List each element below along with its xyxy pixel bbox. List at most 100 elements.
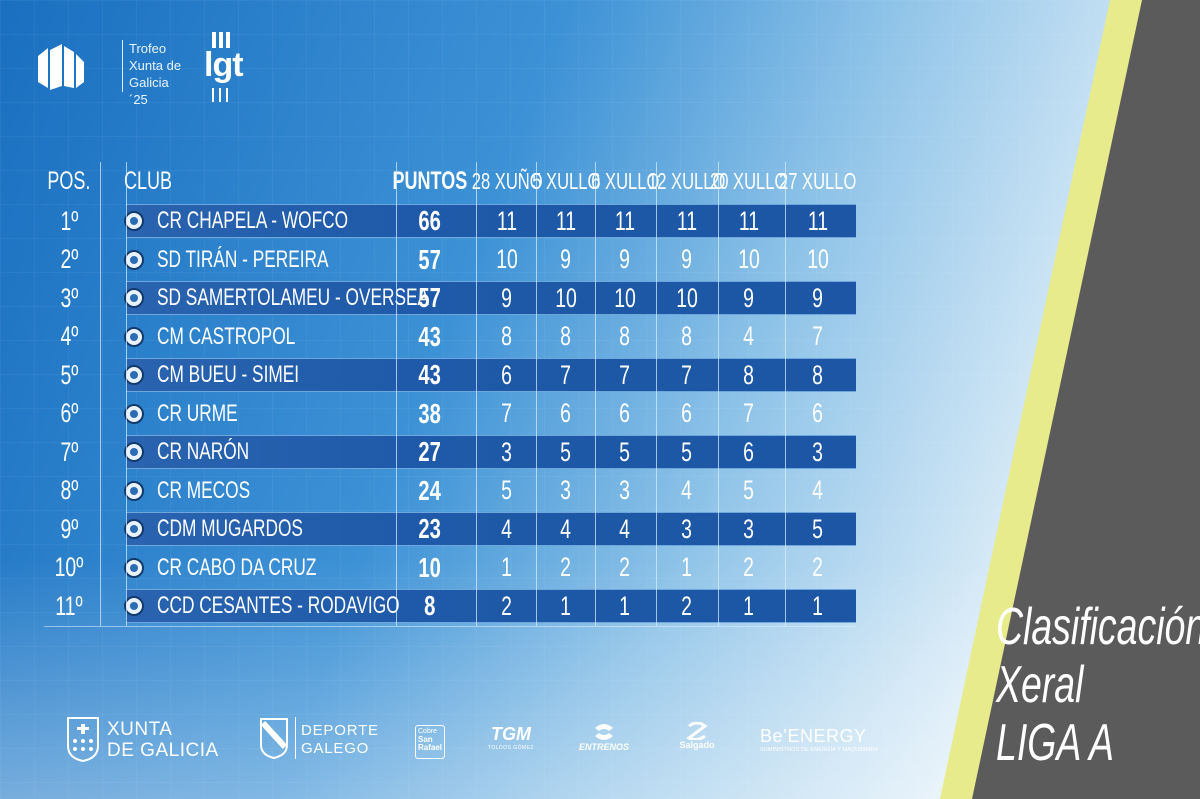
row-club: CR URME: [157, 399, 238, 427]
row-points: 27: [418, 436, 442, 467]
cabo-da-cruz-crest-icon: [124, 557, 144, 578]
row-result: 10: [676, 282, 698, 313]
row-result: 7: [619, 359, 631, 390]
trofeo-oars-icon: [38, 44, 84, 90]
beenergy-logo: Be’ENERGY SUMINISTROS DE ENERGÍA Y MAQUI…: [760, 726, 879, 753]
row-result: 4: [681, 475, 693, 505]
row-points: 23: [418, 513, 442, 544]
row-result: 4: [501, 513, 513, 544]
column-divider: [785, 162, 786, 626]
row-band: [126, 204, 856, 238]
col-header-points: PUNTOS: [392, 166, 468, 195]
row-points: 43: [418, 359, 442, 390]
mecos-crest-icon: [124, 480, 144, 501]
row-position: 6º: [60, 398, 78, 428]
title-line: Clasificación: [996, 598, 1200, 656]
row-result: 5: [560, 436, 572, 467]
row-result: 4: [743, 321, 755, 351]
col-header-regatta: 6 XULLO: [590, 167, 660, 194]
tiran-crest-icon: [124, 249, 144, 270]
row-result: 7: [812, 321, 824, 351]
table-row: 6º CR URME 38 7 6 6 6 7 6: [44, 397, 856, 431]
row-position: 5º: [60, 359, 78, 390]
row-points: 43: [418, 320, 442, 352]
row-result: 7: [681, 359, 693, 390]
col-header-regatta: 5 XULLO: [531, 167, 601, 194]
gray-panel: [972, 0, 1200, 799]
row-result: 6: [681, 398, 693, 428]
table-row: 4º CM CASTROPOL 43 8 8 8 8 4 7: [44, 320, 856, 354]
row-result: 10: [738, 244, 760, 274]
row-position: 1º: [60, 205, 78, 236]
row-result: 6: [812, 398, 824, 428]
row-position: 10º: [54, 552, 84, 582]
cesantes-crest-icon: [124, 596, 144, 616]
column-divider: [126, 162, 127, 626]
row-result: 4: [619, 513, 631, 544]
chapela-crest-icon: [124, 211, 144, 231]
row-result: 5: [812, 513, 824, 544]
trofeo-line: Trofeo: [129, 41, 167, 56]
row-result: 3: [812, 436, 824, 467]
deporte-line: GALEGO: [301, 740, 370, 757]
row-position: 11º: [55, 590, 83, 621]
row-points: 38: [418, 397, 442, 429]
row-position: 8º: [60, 475, 78, 505]
beenergy-name: Be’ENERGY: [760, 726, 867, 746]
row-result: 9: [501, 282, 513, 313]
row-result: 9: [619, 244, 631, 274]
row-result: 9: [560, 244, 572, 274]
castropol-crest-icon: [124, 326, 144, 347]
row-result: 11: [496, 205, 518, 236]
row-result: 8: [743, 359, 755, 390]
row-result: 6: [501, 359, 513, 390]
row-result: 1: [619, 590, 631, 621]
sanrafael-logo: Cobre San Rafael: [415, 725, 445, 759]
row-result: 9: [743, 282, 755, 313]
column-divider: [536, 162, 537, 626]
row-result: 6: [743, 436, 755, 467]
row-result: 1: [812, 590, 824, 621]
standings-title: Clasificación Xeral LIGA A: [996, 598, 1200, 772]
row-position: 2º: [60, 244, 78, 274]
trofeo-line: Galicia ´25: [129, 75, 169, 107]
row-club: SD TIRÁN - PEREIRA: [157, 245, 329, 273]
row-position: 3º: [60, 282, 78, 313]
igt-oars-icon: [212, 32, 230, 102]
col-header-regatta: 20 XULLO: [710, 167, 788, 194]
row-result: 6: [560, 398, 572, 428]
col-header-regatta: 12 XULLO: [648, 167, 726, 194]
igt-logo: lgt: [196, 30, 244, 104]
row-position: 9º: [60, 513, 78, 544]
row-points: 66: [418, 205, 442, 236]
row-result: 8: [560, 321, 572, 351]
row-club: CDM MUGARDOS: [157, 515, 303, 542]
sanrafael-line: Rafael: [418, 743, 443, 752]
beenergy-sub: SUMINISTROS DE ENERGÍA Y MAQUINARIA: [760, 747, 879, 753]
entrenos-logo: ENTRENOS: [576, 722, 632, 752]
row-band: [126, 435, 856, 469]
col-header-club: CLUB: [124, 166, 173, 195]
row-band: [126, 281, 856, 315]
igt-word: lgt: [204, 46, 244, 84]
table-row: 8º CR MECOS 24 5 3 3 4 5 4: [44, 474, 856, 508]
trofeo-text: Trofeo Xunta de Galicia ´25: [129, 40, 184, 108]
toldos-sub: TOLDOS GÓMEZ: [487, 745, 535, 751]
xunta-line: DE GALICIA: [107, 740, 219, 761]
row-result: 1: [681, 552, 693, 582]
row-points: 10: [418, 551, 442, 583]
row-points: 57: [418, 243, 442, 275]
row-result: 11: [614, 205, 636, 236]
column-divider: [656, 162, 657, 626]
row-band: [126, 358, 856, 392]
urme-crest-icon: [124, 403, 144, 424]
column-divider: [718, 162, 719, 626]
row-club: CR CHAPELA - WOFCO: [157, 207, 349, 234]
row-points: 8: [424, 590, 436, 621]
deporte-line: DEPORTE: [301, 722, 379, 739]
row-points: 57: [418, 282, 442, 313]
salgado-icon: [686, 722, 708, 740]
row-result: 11: [555, 205, 577, 236]
row-result: 2: [560, 552, 572, 582]
